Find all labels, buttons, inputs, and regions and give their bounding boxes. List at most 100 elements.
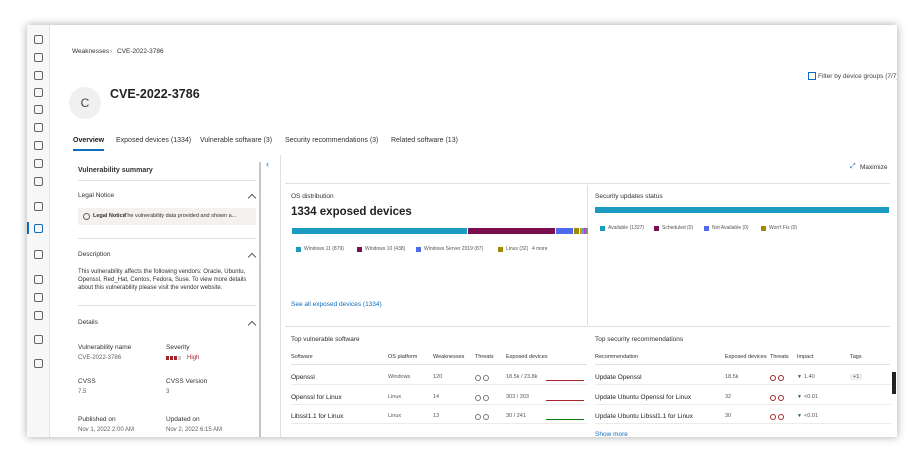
legend-swatch: [761, 226, 766, 231]
cell: <0.01: [804, 413, 818, 419]
notice-text: The vulnerability data provided and show…: [124, 213, 237, 219]
collapse-chevron[interactable]: [247, 193, 257, 203]
legend-label: Scheduled (0): [662, 225, 694, 231]
field-label: Published on: [78, 416, 116, 423]
nav-icon[interactable]: [34, 224, 43, 233]
tab[interactable]: Overview: [73, 137, 105, 144]
tab[interactable]: Exposed devices (1334): [116, 137, 192, 144]
section-title: Vulnerability summary: [78, 167, 153, 174]
legend-label: Windows Server 2019 (87): [424, 246, 484, 252]
maximize-icon: ⤢: [850, 163, 856, 170]
column-header[interactable]: OS platform: [388, 354, 418, 360]
link[interactable]: See all exposed devices (1334): [291, 301, 382, 308]
row-title[interactable]: Openssl: [291, 374, 315, 381]
column-header[interactable]: Weaknesses: [433, 354, 465, 360]
severity-bar: [174, 356, 177, 360]
nav-icon[interactable]: [34, 335, 43, 344]
threat-icon: [475, 394, 481, 401]
nav-icon[interactable]: [34, 35, 43, 44]
filter-button[interactable]: Filter by device groups (7/7): [818, 73, 897, 80]
row-title[interactable]: Update Ubuntu Openssl for Linux: [595, 393, 692, 401]
legend-swatch: [600, 226, 605, 231]
nav-icon[interactable]: [34, 53, 43, 62]
column-header[interactable]: Exposed devices: [506, 354, 548, 360]
row-title[interactable]: Update Ubuntu Libssl1.1 for Linux: [595, 413, 693, 420]
collapse-chevron[interactable]: [247, 252, 257, 262]
sparkline: [546, 391, 584, 401]
notice-label: Legal Notice: [93, 213, 126, 219]
column-header[interactable]: Impact: [797, 354, 814, 360]
legend-label: Windows 11 (879): [304, 246, 344, 252]
nav-icon[interactable]: [34, 250, 43, 259]
bar-segment: [292, 228, 468, 234]
nav-icon[interactable]: [34, 359, 43, 368]
threat-icon: [778, 375, 784, 381]
field-label: CVSS: [78, 378, 96, 385]
threat-icon: [483, 414, 489, 420]
card-title: Top vulnerable software: [291, 336, 360, 343]
collapse-chevron[interactable]: [247, 320, 257, 330]
tab[interactable]: Security recommendations (3): [285, 137, 379, 144]
avatar: C: [69, 87, 101, 119]
cell: 14: [433, 393, 440, 400]
card-headline: 1334 exposed devices: [291, 206, 412, 218]
divider: [285, 183, 890, 184]
column-header[interactable]: Recommendation: [595, 354, 639, 360]
breadcrumb-item[interactable]: Weaknesses: [72, 48, 110, 55]
nav-icon[interactable]: [34, 275, 43, 284]
nav-icon[interactable]: [34, 311, 43, 320]
maximize-button[interactable]: Maximize: [860, 164, 888, 171]
nav-icon[interactable]: [34, 141, 43, 150]
threat-icon: [475, 414, 481, 420]
nav-icon[interactable]: [34, 202, 43, 211]
column-header[interactable]: Threats: [770, 354, 789, 360]
breadcrumb-item[interactable]: CVE-2022-3786: [117, 48, 164, 55]
legend-more[interactable]: 4 more: [532, 246, 548, 252]
nav-active: [27, 222, 29, 234]
notice-box: [78, 208, 256, 225]
legend-swatch: [296, 247, 301, 252]
bar-segment-other: [584, 228, 586, 234]
threat-icon: [770, 394, 776, 401]
link[interactable]: Show more: [595, 431, 628, 437]
nav-icon[interactable]: [34, 293, 43, 302]
divider: [595, 364, 890, 365]
column-header[interactable]: Software: [291, 354, 313, 360]
info-icon: [83, 213, 90, 220]
nav-icon[interactable]: [34, 177, 43, 186]
row-title[interactable]: Openssl for Linux: [291, 393, 342, 401]
tab[interactable]: Related software (13): [391, 137, 458, 144]
impact-arrow: ▼: [797, 393, 802, 400]
nav-icon[interactable]: [34, 88, 43, 97]
field-value: Nov 1, 2022 2:00 AM: [78, 427, 135, 433]
tab[interactable]: Vulnerable software (3): [200, 137, 273, 144]
field-value: CVE-2022-3786: [78, 355, 122, 361]
nav-icon[interactable]: [34, 123, 43, 132]
severity-bar: [166, 356, 169, 360]
nav-icon[interactable]: [34, 159, 43, 168]
divider: [78, 238, 256, 239]
row-title[interactable]: Libssl1.1 for Linux: [291, 413, 344, 420]
legend-label: Windows 10 (438): [365, 246, 406, 252]
filter-icon: [808, 72, 816, 80]
bar-segment-other: [582, 228, 584, 234]
cell: 30: [725, 413, 732, 419]
section-heading: Description: [78, 251, 111, 258]
cell: 13: [433, 413, 440, 419]
nav-icon[interactable]: [34, 105, 43, 114]
collapse-button[interactable]: ‹: [266, 159, 269, 169]
nav-icon[interactable]: [34, 71, 43, 80]
cell: Linux: [388, 413, 402, 419]
column-header[interactable]: Threats: [475, 354, 494, 360]
column-header[interactable]: Tags: [850, 354, 862, 360]
field-label: Severity: [166, 344, 190, 351]
cell: 1.40: [804, 374, 815, 380]
tab-underline: [73, 149, 104, 151]
legend-swatch: [416, 247, 421, 252]
impact-arrow: ▼: [797, 413, 802, 419]
row-title[interactable]: Update Openssl: [595, 374, 642, 381]
field-value: 3: [166, 389, 170, 395]
cell: Windows: [388, 374, 411, 380]
bar-segment: [556, 228, 573, 234]
column-header[interactable]: Exposed devices: [725, 354, 767, 360]
